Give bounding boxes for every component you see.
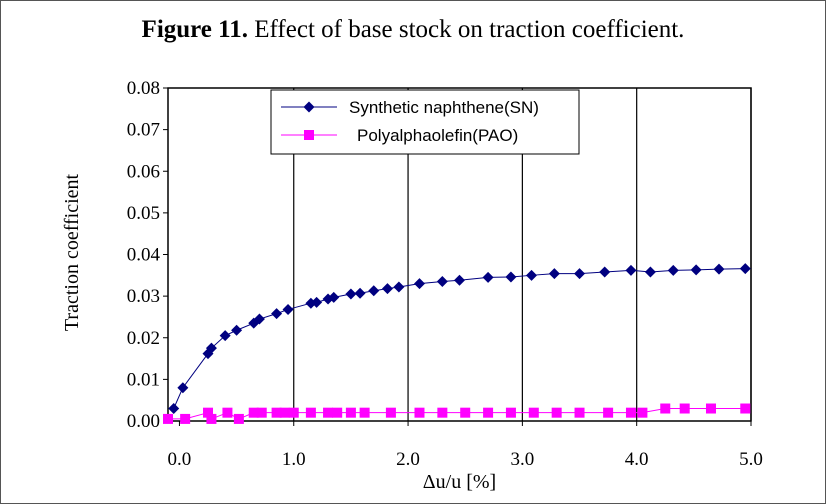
x-tick-label: 5.0 — [739, 449, 763, 470]
figure-title-text: Effect of base stock on traction coeffic… — [248, 16, 685, 43]
data-point-square — [163, 413, 173, 424]
data-point-diamond — [413, 278, 425, 290]
data-point-square — [332, 407, 343, 418]
data-point-square — [279, 407, 290, 418]
y-tick-label: 0.02 — [127, 328, 160, 349]
data-point-diamond — [282, 303, 294, 315]
data-point-diamond — [574, 268, 586, 280]
data-point-diamond — [505, 271, 517, 283]
figure-number: Figure 11. — [141, 16, 249, 43]
data-point-diamond — [625, 264, 637, 276]
data-point-diamond — [436, 276, 448, 288]
data-point-square — [483, 407, 494, 418]
data-point-diamond — [526, 269, 538, 281]
data-point-square — [256, 407, 267, 418]
y-axis-label: Traction coefficient — [61, 173, 83, 331]
series-line — [173, 268, 746, 409]
data-point-square — [359, 407, 370, 418]
data-point-square — [437, 407, 448, 418]
data-point-square — [574, 407, 585, 418]
data-point-diamond — [231, 324, 243, 336]
data-point-square — [271, 407, 282, 418]
y-tick-label: 0.00 — [127, 411, 160, 432]
data-point-diamond — [482, 271, 494, 283]
x-tick-label: 3.0 — [510, 449, 534, 470]
data-point-square — [528, 407, 539, 418]
data-point-square — [740, 403, 751, 414]
data-point-diamond — [599, 266, 611, 278]
data-point-square — [679, 403, 690, 414]
y-tick-label: 0.03 — [127, 286, 160, 307]
data-point-square — [505, 407, 516, 418]
y-tick-label: 0.05 — [127, 203, 160, 224]
legend: Synthetic naphthene(SN) Polyalphaolefin(… — [270, 89, 580, 155]
data-point-diamond — [690, 264, 702, 276]
figure-title: Figure 11. Effect of base stock on tract… — [0, 16, 826, 44]
data-point-square — [305, 407, 316, 418]
data-point-diamond — [271, 308, 283, 320]
series-sn — [168, 263, 751, 415]
data-point-diamond — [328, 291, 340, 303]
data-point-diamond — [345, 288, 357, 300]
x-tick-label: 0.0 — [168, 449, 192, 470]
data-point-diamond — [454, 274, 465, 286]
data-point-square — [385, 407, 396, 418]
data-point-diamond — [368, 285, 380, 297]
data-point-diamond — [713, 263, 725, 275]
data-point-square — [206, 413, 217, 424]
data-point-diamond — [253, 313, 265, 325]
legend-marker-pao — [304, 130, 314, 140]
data-point-square — [222, 407, 233, 418]
series-layer — [163, 263, 751, 424]
y-tick-label: 0.07 — [127, 120, 160, 141]
data-point-square — [460, 407, 471, 418]
x-tick-label: 4.0 — [625, 449, 649, 470]
data-point-square — [625, 407, 636, 418]
data-point-diamond — [168, 403, 180, 415]
data-point-diamond — [177, 382, 189, 394]
x-tick-label: 1.0 — [282, 449, 306, 470]
data-point-diamond — [219, 330, 231, 342]
data-point-square — [637, 407, 648, 418]
x-tick-label: 2.0 — [396, 449, 420, 470]
data-point-square — [248, 407, 259, 418]
data-point-square — [180, 413, 191, 424]
data-point-square — [203, 407, 214, 418]
series-pao — [163, 403, 751, 424]
y-tick-label: 0.06 — [127, 161, 160, 182]
data-point-square — [414, 407, 425, 418]
y-tick-label: 0.04 — [127, 245, 161, 266]
data-point-square — [705, 403, 716, 414]
data-point-square — [551, 407, 562, 418]
legend-entry-pao: Polyalphaolefin(PAO) — [357, 126, 518, 145]
x-axis-label: Δu/u [%] — [423, 471, 496, 493]
data-point-square — [660, 403, 671, 414]
data-point-diamond — [354, 287, 366, 299]
data-point-diamond — [311, 296, 323, 308]
data-point-square — [345, 407, 356, 418]
data-point-diamond — [381, 283, 393, 295]
data-point-diamond — [393, 281, 405, 293]
legend-entry-sn: Synthetic naphthene(SN) — [349, 98, 539, 117]
data-point-diamond — [644, 266, 656, 278]
tick-labels: 0.00 0.01 0.02 0.03 0.04 0.05 0.06 0.07 0.08 0.0 1… — [127, 78, 763, 470]
data-point-square — [288, 407, 299, 418]
data-point-diamond — [667, 264, 679, 276]
legend-box — [270, 89, 580, 155]
data-point-square — [323, 407, 334, 418]
data-point-diamond — [548, 268, 560, 280]
legend-marker-sn — [303, 101, 315, 113]
data-point-diamond — [739, 263, 751, 275]
data-point-square — [603, 407, 614, 418]
data-point-square — [233, 413, 244, 424]
data-point-diamond — [205, 342, 217, 354]
y-tick-label: 0.01 — [127, 369, 160, 390]
y-tick-label: 0.08 — [127, 78, 160, 99]
